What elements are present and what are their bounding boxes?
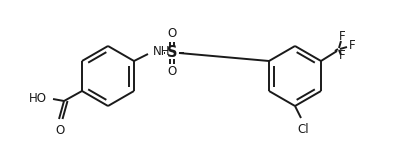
Text: O: O	[55, 124, 64, 137]
Text: F: F	[338, 49, 344, 63]
Text: HO: HO	[29, 91, 47, 104]
Text: O: O	[167, 27, 176, 40]
Text: O: O	[167, 66, 176, 79]
Text: Cl: Cl	[296, 123, 308, 136]
Text: S: S	[166, 46, 177, 61]
Text: F: F	[348, 40, 355, 52]
Text: F: F	[338, 30, 344, 43]
Text: NH: NH	[153, 46, 170, 58]
